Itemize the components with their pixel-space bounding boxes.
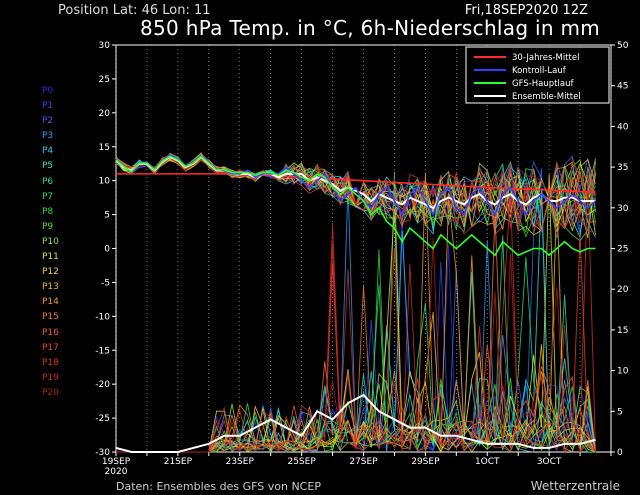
y-right-tick-label: 10 (617, 367, 629, 377)
series-line-30-jahres-mittel (116, 173, 596, 193)
member-precip-line (116, 172, 596, 453)
member-precip-line (116, 172, 596, 453)
x-tick-label: 27SEP (349, 457, 378, 467)
member-label-p16: P16 (42, 327, 59, 338)
y-right-tick-label: 0 (617, 448, 623, 458)
x-tick-label: 21SEP (164, 457, 193, 467)
x-tick-label: 1OCT (475, 457, 500, 467)
member-label-p10: P10 (42, 236, 59, 247)
member-precip-line (116, 238, 596, 454)
y-right-tick-label: 50 (617, 41, 629, 51)
brand-label: Wetterzentrale (530, 479, 620, 493)
member-precip-line (116, 249, 596, 453)
y-right-tick-label: 25 (617, 245, 628, 255)
ensemble-member-list: P0 P1 P2 P3 P4 P5 P6 P7 P8 P9 P10 P11 P12 P13 P14 P15 P1… (42, 84, 68, 401)
y-right-tick-label: 15 (617, 326, 628, 336)
member-label-p11: P11 (42, 252, 59, 263)
member-precip-line (116, 174, 596, 454)
legend-label: GFS-Hauptlauf (512, 79, 574, 89)
y-right-tick-label: 40 (617, 122, 629, 132)
y-left-tick-label: -25 (95, 414, 110, 424)
y-left-tick-label: 30 (99, 41, 111, 51)
y-left-tick-label: 5 (104, 211, 110, 221)
member-label-p19: P19 (42, 372, 59, 383)
member-label-p1: P1 (42, 101, 54, 112)
chart-title: 850 hPa Temp. in °C, 6h-Niederschlag in … (140, 16, 601, 40)
member-label-p13: P13 (42, 282, 59, 293)
member-label-p0: P0 (42, 86, 54, 96)
x-tick-label: 25SEP (287, 457, 316, 467)
run-timestamp: Fri,18SEP2020 12Z (464, 3, 588, 18)
y-left-tick-label: -15 (95, 346, 110, 356)
member-label-p7: P7 (42, 191, 54, 202)
member-label-p4: P4 (42, 146, 54, 157)
y-left-tick-label: 20 (99, 109, 111, 119)
member-label-p15: P15 (42, 312, 59, 323)
y-left-tick-label: 0 (104, 245, 110, 255)
y-right-tick-label: 35 (617, 163, 628, 173)
member-label-p5: P5 (42, 161, 54, 172)
member-label-p9: P9 (42, 221, 54, 232)
member-precip-line (116, 176, 596, 453)
y-left-tick-label: 15 (99, 143, 110, 153)
member-precip-line (116, 193, 596, 454)
member-label-p17: P17 (42, 342, 59, 353)
y-left-tick-label: -10 (95, 312, 110, 322)
position-label: Position Lat: 46 Lon: 11 (58, 3, 211, 18)
x-tick-label: 3OCT (537, 457, 562, 467)
y-right-tick-label: 20 (617, 285, 629, 295)
member-label-p14: P14 (42, 297, 59, 308)
member-label-p12: P12 (42, 267, 59, 278)
legend-label: 30-Jahres-Mittel (512, 53, 579, 63)
legend-label: Kontroll-Lauf (512, 66, 567, 76)
y-left-tick-label: -30 (95, 448, 110, 458)
series-line-ensemble-niederschlag (115, 393, 596, 453)
member-label-p3: P3 (42, 131, 54, 142)
member-label-p6: P6 (42, 176, 54, 187)
x-tick-label: 29SEP (411, 457, 440, 467)
y-right-tick-label: 45 (617, 82, 628, 92)
y-left-tick-label: -5 (101, 278, 110, 288)
x-tick-label: 23SEP (226, 457, 255, 467)
member-label-p18: P18 (42, 357, 59, 368)
data-source: Daten: Ensembles des GFS von NCEP (116, 480, 321, 493)
y-left-tick-label: 10 (99, 177, 111, 187)
y-right-tick-label: 30 (617, 204, 629, 214)
legend-label: Ensemble-Mittel (512, 92, 581, 102)
x-tick-label: 19SEP (102, 457, 131, 467)
member-precip-line (116, 184, 596, 453)
member-label-p8: P8 (42, 206, 54, 217)
x-year-label: 2020 (105, 467, 128, 477)
series-line-gfs-hauptlauf (115, 155, 596, 257)
member-label-p2: P2 (42, 116, 54, 127)
y-left-tick-label: -20 (95, 380, 110, 390)
y-right-tick-label: 5 (617, 407, 623, 417)
y-left-tick-label: 25 (99, 75, 110, 85)
member-label-p20: P20 (42, 387, 59, 398)
